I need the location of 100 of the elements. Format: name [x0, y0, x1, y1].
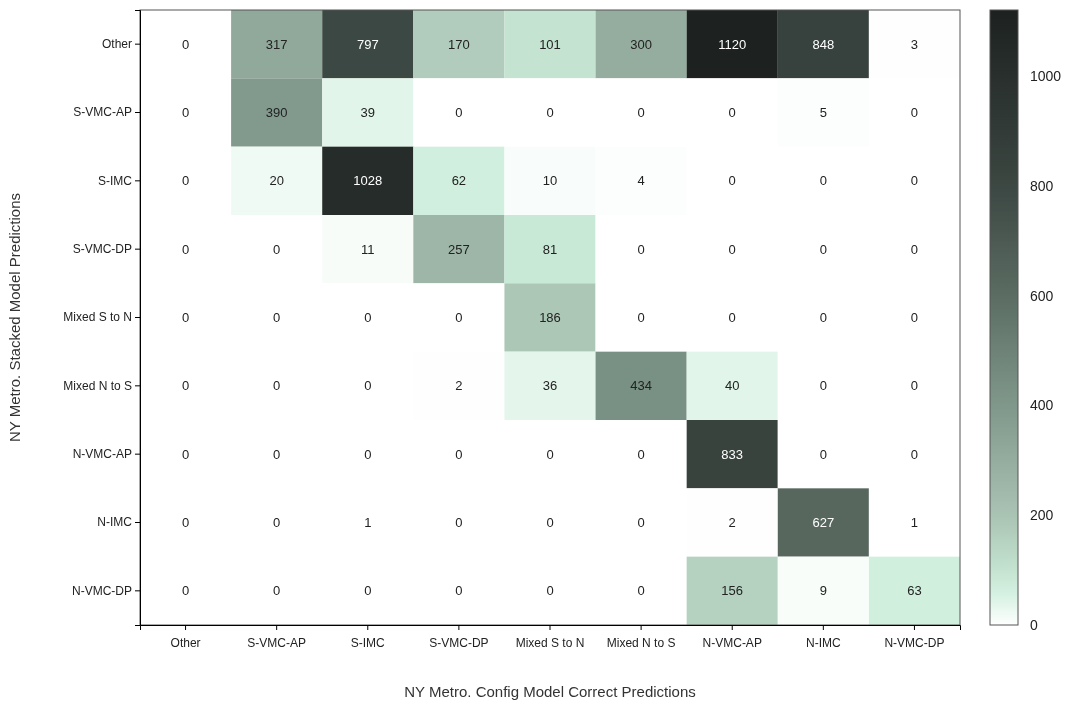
data-label: 0 [910, 446, 919, 462]
y-tick-label: S-VMC-DP [72, 242, 132, 257]
data-label: 0 [637, 241, 645, 257]
data-label: 0 [181, 446, 190, 462]
data-label: 186 [539, 310, 561, 326]
data-label: 434 [630, 378, 652, 394]
data-label: 11 [361, 241, 375, 257]
data-label: 0 [728, 241, 736, 257]
x-tick-label: N-VMC-DP [884, 636, 945, 651]
color-bar-label: 600 [1030, 287, 1054, 304]
data-label: 848 [812, 36, 835, 52]
data-label: 0 [181, 378, 190, 394]
data-label: 0 [455, 446, 463, 462]
data-label: 0 [364, 446, 372, 462]
y-tick-label: Other [101, 37, 132, 52]
data-label: 2 [728, 515, 736, 531]
x-tick-label: S-VMC-DP [429, 636, 489, 651]
data-label: 101 [539, 36, 561, 52]
data-label: 81 [542, 241, 558, 257]
x-tick-label: N-IMC [806, 636, 841, 651]
data-label: 20 [269, 173, 284, 189]
y-tick-label: Mixed S to N [63, 310, 132, 325]
data-label: 0 [546, 583, 554, 599]
y-tick-label: S-IMC [98, 173, 133, 188]
data-label: 0 [364, 583, 372, 599]
data-label: 390 [265, 105, 288, 121]
data-label: 1 [910, 515, 919, 531]
x-axis-title: NY Metro. Config Model Correct Predictions [404, 683, 696, 700]
data-label: 0 [455, 515, 463, 531]
x-tick-label: Mixed N to S [606, 636, 676, 651]
data-label: 0 [273, 241, 281, 257]
color-bar-label: 200 [1030, 507, 1054, 524]
data-label: 170 [448, 36, 470, 52]
x-tick-label: S-IMC [350, 636, 386, 651]
y-tick-label: N-IMC [97, 515, 133, 530]
data-label: 0 [819, 241, 827, 257]
data-label: 833 [721, 446, 744, 462]
data-label: 62 [451, 173, 467, 189]
data-label: 1028 [353, 173, 383, 189]
data-label: 0 [181, 105, 190, 121]
data-label: 2 [455, 378, 463, 394]
data-label: 0 [819, 446, 827, 462]
x-tick-label: S-VMC-AP [247, 636, 306, 651]
data-label: 0 [819, 378, 827, 394]
data-label: 0 [546, 515, 554, 531]
data-label: 156 [721, 583, 744, 599]
data-label: 0 [455, 583, 463, 599]
y-tick-label: Mixed N to S [63, 378, 132, 393]
data-label: 5 [819, 105, 827, 121]
color-bar-label: 400 [1030, 397, 1054, 414]
data-label: 10 [542, 173, 558, 189]
data-label: 0 [364, 310, 372, 326]
data-label: 0 [273, 310, 281, 326]
data-label: 0 [910, 105, 919, 121]
data-label: 0 [637, 446, 645, 462]
x-tick-label: N-VMC-AP [702, 636, 762, 651]
data-label: 0 [546, 446, 554, 462]
data-label: 0 [728, 105, 736, 121]
data-label: 9 [819, 583, 827, 599]
data-label: 0 [273, 446, 281, 462]
data-label: 317 [265, 36, 288, 52]
data-label: 0 [637, 515, 645, 531]
data-label: 0 [455, 310, 463, 326]
data-label: 0 [181, 241, 190, 257]
x-tick-label: Mixed S to N [515, 636, 585, 651]
data-label: 0 [181, 583, 190, 599]
y-tick-label: S-VMC-AP [73, 105, 132, 120]
color-bar-label: 1000 [1030, 67, 1062, 84]
y-tick-label: N-VMC-AP [72, 447, 132, 462]
data-label: 0 [364, 378, 372, 394]
data-label: 36 [542, 378, 558, 394]
data-label: 0 [273, 583, 281, 599]
data-label: 0 [910, 173, 919, 189]
x-tick-label: Other [170, 636, 201, 651]
data-label: 0 [273, 378, 281, 394]
data-label: 40 [724, 378, 740, 394]
data-label: 627 [812, 515, 835, 531]
data-label: 0 [728, 310, 736, 326]
data-label: 797 [356, 36, 379, 52]
data-label: 0 [181, 36, 190, 52]
data-label: 3 [910, 36, 919, 52]
data-label: 0 [637, 310, 645, 326]
data-label: 0 [819, 310, 827, 326]
data-label: 0 [728, 173, 736, 189]
data-label: 0 [637, 105, 645, 121]
y-tick-label: N-VMC-DP [72, 583, 132, 598]
data-label: 257 [448, 241, 470, 257]
data-label: 0 [273, 515, 281, 531]
color-bar-label: 0 [1030, 616, 1038, 633]
color-bar-label: 800 [1030, 177, 1054, 194]
data-label: 0 [546, 105, 554, 121]
data-label: 63 [907, 583, 922, 599]
data-label: 4 [637, 173, 645, 189]
data-label: 0 [181, 173, 190, 189]
data-label: 1 [364, 515, 372, 531]
data-label: 39 [360, 105, 376, 121]
data-label: 0 [910, 310, 919, 326]
data-label: 0 [455, 105, 463, 121]
data-label: 1120 [718, 36, 747, 52]
y-axis-title: NY Metro. Stacked Model Predictions [6, 192, 23, 443]
